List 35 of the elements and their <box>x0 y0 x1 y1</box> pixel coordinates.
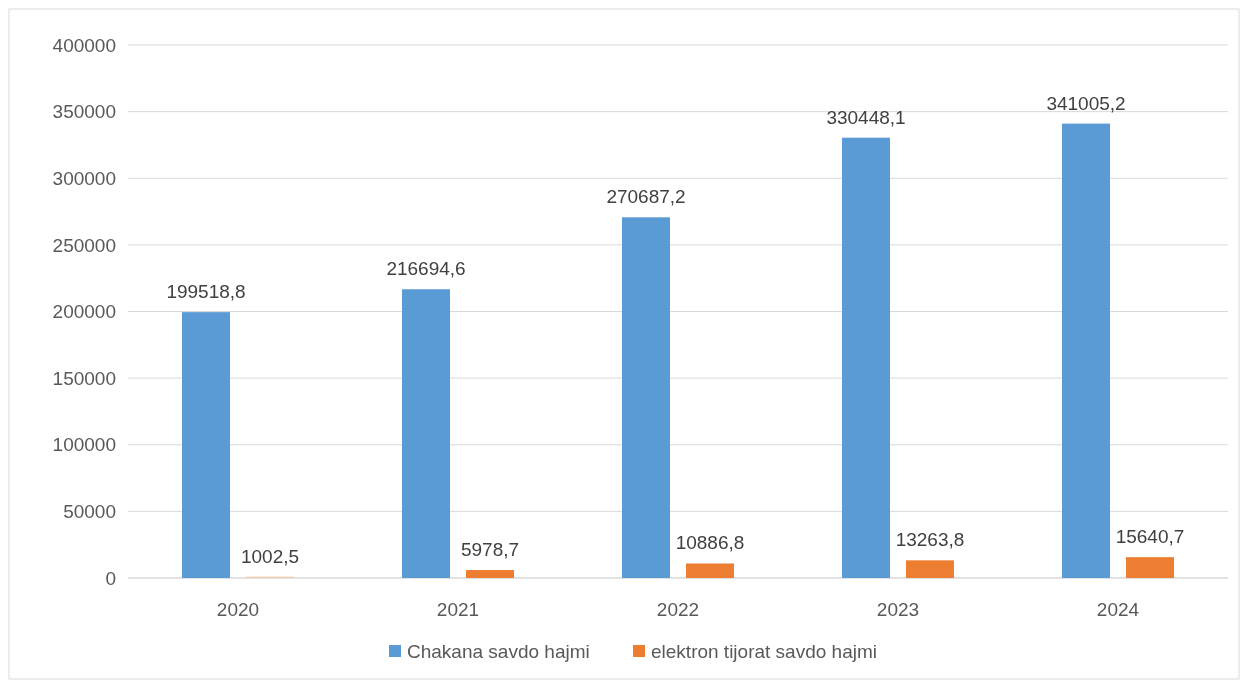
data-label: 10886,8 <box>675 532 745 554</box>
data-label: 5978,7 <box>460 539 520 561</box>
data-label: 15640,7 <box>1115 526 1185 548</box>
y-tick-label: 200000 <box>52 301 116 323</box>
x-tick-label: 2022 <box>656 599 700 620</box>
data-label: 270687,2 <box>606 186 686 208</box>
bar <box>686 563 734 578</box>
y-tick-label: 100000 <box>52 434 116 456</box>
bar <box>842 137 890 578</box>
bar <box>1126 557 1174 578</box>
legend-label: elektron tijorat savdo hajmi <box>651 640 877 662</box>
data-label: 13263,8 <box>895 529 965 551</box>
x-tick-label: 2023 <box>876 599 920 620</box>
data-label: 216694,6 <box>386 258 466 280</box>
bar <box>622 217 670 578</box>
data-label: 341005,2 <box>1046 92 1126 114</box>
data-label: 330448,1 <box>826 106 906 128</box>
y-tick-label: 0 <box>105 567 116 589</box>
y-tick-label: 400000 <box>52 34 116 56</box>
bar <box>906 560 954 578</box>
bar <box>182 312 230 578</box>
y-tick-label: 150000 <box>52 367 116 389</box>
data-label: 199518,8 <box>166 281 246 303</box>
x-tick-label: 2020 <box>216 599 260 620</box>
data-label: 1002,5 <box>240 545 300 567</box>
bar <box>466 570 514 578</box>
y-tick-label: 350000 <box>52 101 116 123</box>
x-tick-label: 2021 <box>436 599 480 620</box>
y-tick-label: 300000 <box>52 167 116 189</box>
legend-label: Chakana savdo hajmi <box>407 640 590 662</box>
bar <box>1062 123 1110 578</box>
y-tick-label: 250000 <box>52 234 116 256</box>
y-tick-label: 50000 <box>63 501 116 523</box>
bar <box>402 289 450 578</box>
x-tick-label: 2024 <box>1096 599 1140 620</box>
